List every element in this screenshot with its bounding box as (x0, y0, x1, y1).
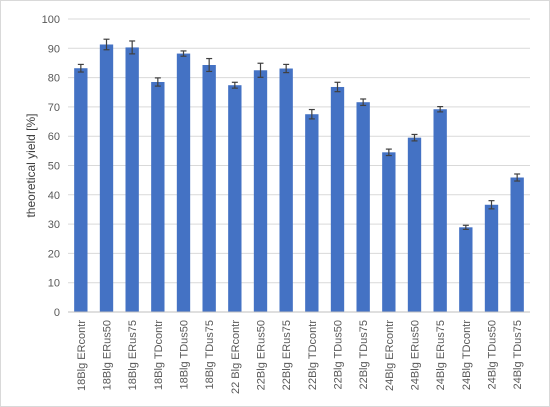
x-tick-label: 24Blg ERus75 (435, 320, 447, 390)
y-axis-tick-labels: 0 10 20 30 40 50 60 70 80 90 100 (42, 14, 60, 319)
error-bar (437, 106, 444, 113)
x-tick-label: 24Blg ERus50 (410, 320, 422, 390)
bar (382, 152, 396, 312)
y-tick-label: 60 (48, 131, 60, 143)
x-tick-label: 22Blg TDus50 (333, 320, 345, 390)
bars (74, 44, 524, 313)
x-tick-label: 22 Blg ERcontr (230, 320, 242, 394)
error-bar (206, 57, 213, 73)
bar (176, 53, 191, 312)
y-tick-label: 90 (48, 43, 60, 55)
x-tick-label: 24Blg TDus50 (487, 320, 499, 390)
error-bar (334, 81, 341, 93)
x-tick-label: 24Blg TDcontr (461, 320, 473, 390)
bar (407, 137, 422, 312)
x-tick-label: 18Blg ERcontr (76, 320, 88, 391)
x-tick-label: 22Blg TDcontr (307, 320, 319, 390)
bar (202, 65, 216, 312)
error-bar (231, 81, 238, 89)
error-bar (308, 108, 315, 120)
bar (433, 109, 447, 312)
bar (253, 70, 268, 313)
bar (330, 86, 345, 312)
error-bar (488, 200, 495, 210)
y-tick-label: 0 (54, 307, 60, 319)
x-tick-label: 22Blg TDus75 (358, 320, 370, 390)
error-bar (462, 224, 469, 230)
error-bar (385, 148, 392, 157)
bar (459, 227, 473, 312)
error-bar (360, 98, 367, 107)
bar (356, 102, 370, 312)
bar (484, 204, 499, 312)
bar (151, 81, 165, 313)
bar (305, 114, 319, 312)
y-tick-label: 50 (48, 161, 60, 173)
x-tick-label: 24Blg TDus75 (512, 320, 524, 390)
x-tick-label: 18Blg TDus50 (179, 320, 191, 390)
error-bar (257, 62, 264, 78)
bar (510, 177, 524, 312)
x-tick-label: 18Blg TDus75 (204, 320, 216, 390)
gridlines (68, 18, 530, 284)
y-tick-label: 30 (48, 219, 60, 231)
error-bar (283, 63, 290, 74)
error-bars (77, 38, 521, 230)
bar (99, 44, 114, 313)
y-tick-label: 20 (48, 248, 60, 260)
y-axis-title: theoretical yield [%] (24, 113, 38, 217)
y-tick-label: 10 (48, 278, 60, 290)
x-tick-label: 22Blg ERus50 (256, 320, 268, 390)
x-tick-label: 18Blg ERus75 (127, 320, 139, 390)
bar (228, 85, 242, 312)
x-tick-label: 22Blg ERus75 (281, 320, 293, 390)
error-bar (411, 133, 418, 142)
error-bar (129, 40, 136, 55)
x-tick-label: 18Blg TDcontr (153, 320, 165, 390)
error-bar (514, 173, 521, 182)
x-axis-tick-labels: 18Blg ERcontr 18Blg ERus50 18Blg ERus75 18B… (76, 320, 524, 394)
bar (279, 68, 293, 312)
x-tick-label: 18Blg ERus50 (102, 320, 114, 390)
x-tick-label: 24Blg ERcontr (384, 320, 396, 391)
error-bar (154, 77, 161, 87)
y-tick-label: 40 (48, 190, 60, 202)
error-bar (180, 50, 187, 57)
error-bar (103, 38, 110, 51)
bar (74, 68, 88, 312)
error-bar (77, 63, 84, 73)
bar (125, 47, 139, 313)
y-tick-label: 100 (42, 14, 60, 26)
y-tick-label: 80 (48, 73, 60, 85)
y-tick-label: 70 (48, 102, 60, 114)
